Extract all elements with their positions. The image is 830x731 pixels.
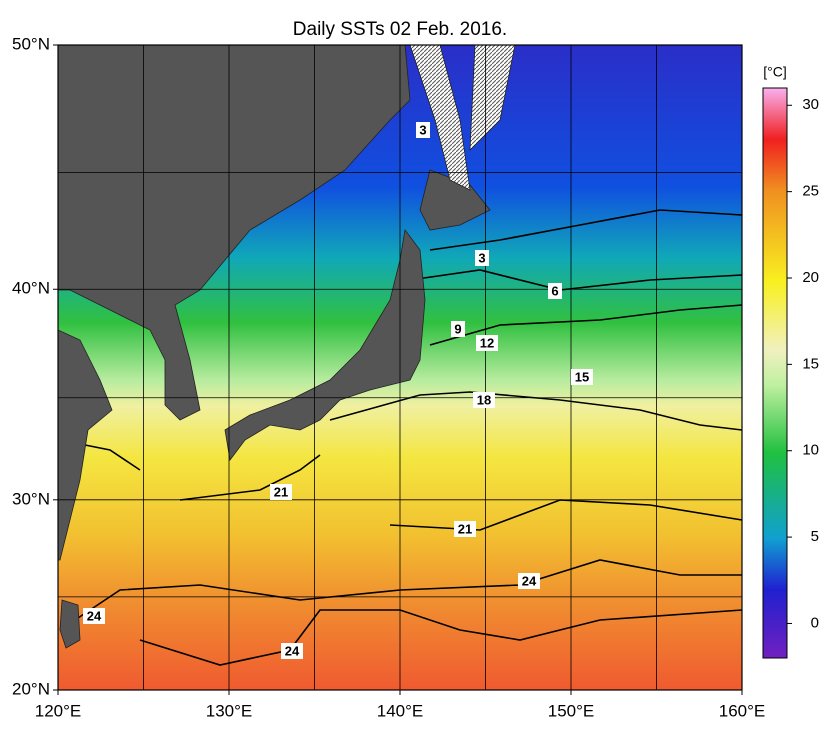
contour-label-box bbox=[281, 643, 303, 659]
x-tick-label: 160°E bbox=[719, 701, 766, 720]
hokkaido bbox=[419, 169, 491, 231]
honshu bbox=[224, 229, 426, 461]
taiwan bbox=[59, 599, 81, 649]
contour-label: 24 bbox=[285, 643, 300, 658]
colorbar-tick-label: 0 bbox=[811, 614, 819, 631]
contour-label-box bbox=[473, 392, 495, 408]
land bbox=[57, 44, 491, 649]
colorbar-unit: [°C] bbox=[763, 64, 787, 80]
colorbar-tick-label: 10 bbox=[802, 442, 819, 459]
colorbar bbox=[762, 87, 788, 659]
isotherm bbox=[329, 391, 743, 431]
contour-label-box bbox=[571, 369, 593, 385]
contour-label: 3 bbox=[419, 122, 426, 137]
contour-label-box bbox=[475, 250, 489, 266]
x-tick-label: 120°E bbox=[35, 701, 82, 720]
colorbar-tick-label: 20 bbox=[802, 269, 819, 286]
contour-label-box bbox=[451, 321, 465, 337]
x-tick-label: 140°E bbox=[377, 701, 424, 720]
contour-label: 21 bbox=[458, 521, 472, 536]
contour-label: 24 bbox=[87, 608, 102, 623]
contour-label-box bbox=[454, 521, 476, 537]
contour-label: 15 bbox=[575, 369, 589, 384]
isotherm bbox=[429, 209, 743, 251]
contour-label: 21 bbox=[274, 484, 288, 499]
contour-label: 24 bbox=[522, 573, 537, 588]
contour-label-box bbox=[416, 122, 430, 138]
mainland bbox=[57, 44, 411, 421]
contour-label: 18 bbox=[477, 392, 491, 407]
contour-label-box bbox=[476, 335, 498, 351]
colorbar-tick-label: 25 bbox=[802, 183, 819, 200]
contour-label-box bbox=[83, 608, 105, 624]
contour-label-box bbox=[548, 283, 562, 299]
y-tick-label: 40°N bbox=[12, 279, 50, 298]
map-title: Daily SSTs 02 Feb. 2016. bbox=[293, 19, 507, 40]
colorbar-tick-label: 5 bbox=[811, 528, 819, 545]
contour-label-box bbox=[518, 573, 540, 589]
grid bbox=[58, 45, 742, 690]
colorbar-tick-label: 30 bbox=[802, 96, 819, 113]
colorbar-tick-label: 15 bbox=[802, 355, 819, 372]
china-coast bbox=[57, 329, 113, 561]
contour-label: 9 bbox=[454, 321, 461, 336]
y-tick-label: 30°N bbox=[12, 489, 50, 508]
contour-label: 6 bbox=[551, 283, 558, 298]
contour-label-box bbox=[270, 484, 292, 500]
y-tick-label: 50°N bbox=[12, 34, 50, 53]
x-tick-label: 130°E bbox=[206, 701, 253, 720]
contour-label: 3 bbox=[478, 250, 485, 265]
y-tick-label: 20°N bbox=[12, 679, 50, 698]
x-tick-label: 150°E bbox=[548, 701, 595, 720]
contour-label: 12 bbox=[480, 335, 494, 350]
